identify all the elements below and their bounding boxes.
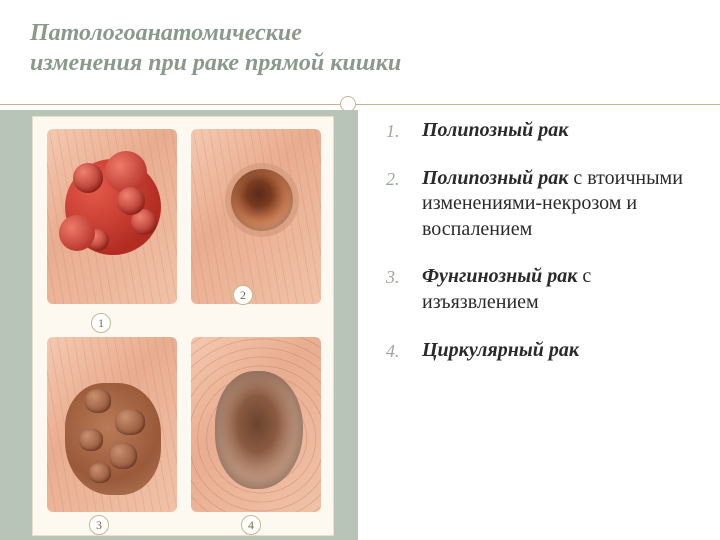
tissue-panel-3	[47, 337, 177, 512]
list-item-bold: Полипозный рак	[422, 167, 568, 189]
list-item-bold: Циркулярный рак	[422, 339, 579, 361]
panel-number-3: 3	[89, 515, 109, 535]
list-item: Полипозный рак с втоичными изменениями-н…	[386, 166, 696, 243]
list-item-bold: Полипозный рак	[422, 119, 568, 141]
tissue-panel-1	[47, 129, 177, 304]
list-item: Циркулярный рак	[386, 338, 696, 364]
divider-line	[0, 104, 720, 105]
cancer-types-list: Полипозный рак Полипозный рак с втоичным…	[386, 118, 696, 363]
list-item: Полипозный рак	[386, 118, 696, 144]
tissue-panel-2	[191, 129, 321, 304]
slide: Патологоанатомические изменения при раке…	[0, 0, 720, 540]
slide-title: Патологоанатомические изменения при раке…	[30, 18, 690, 78]
fungating-lesion	[65, 383, 161, 495]
necrotic-lesion	[231, 169, 293, 231]
title-block: Патологоанатомические изменения при раке…	[0, 0, 720, 90]
panel-number-1: 1	[91, 313, 111, 333]
title-line-2: изменения при раке прямой кишки	[30, 50, 401, 76]
content-row: 1 2 3 4 Полипозный рак Полипозный рак с …	[0, 110, 720, 540]
list-item-bold: Фунгинозный рак	[422, 265, 577, 287]
polypous-lesion	[65, 159, 161, 255]
panel-number-4: 4	[241, 515, 261, 535]
title-line-1: Патологоанатомические	[30, 20, 302, 46]
list-item: Фунгинозный рак с изъязвлением	[386, 264, 696, 315]
left-panel: 1 2 3 4	[0, 110, 358, 540]
pathology-illustration: 1 2 3 4	[32, 116, 334, 536]
circular-ulcer-lesion	[215, 371, 303, 489]
right-panel: Полипозный рак Полипозный рак с втоичным…	[358, 110, 720, 540]
tissue-panel-4	[191, 337, 321, 512]
panel-number-2: 2	[233, 285, 253, 305]
